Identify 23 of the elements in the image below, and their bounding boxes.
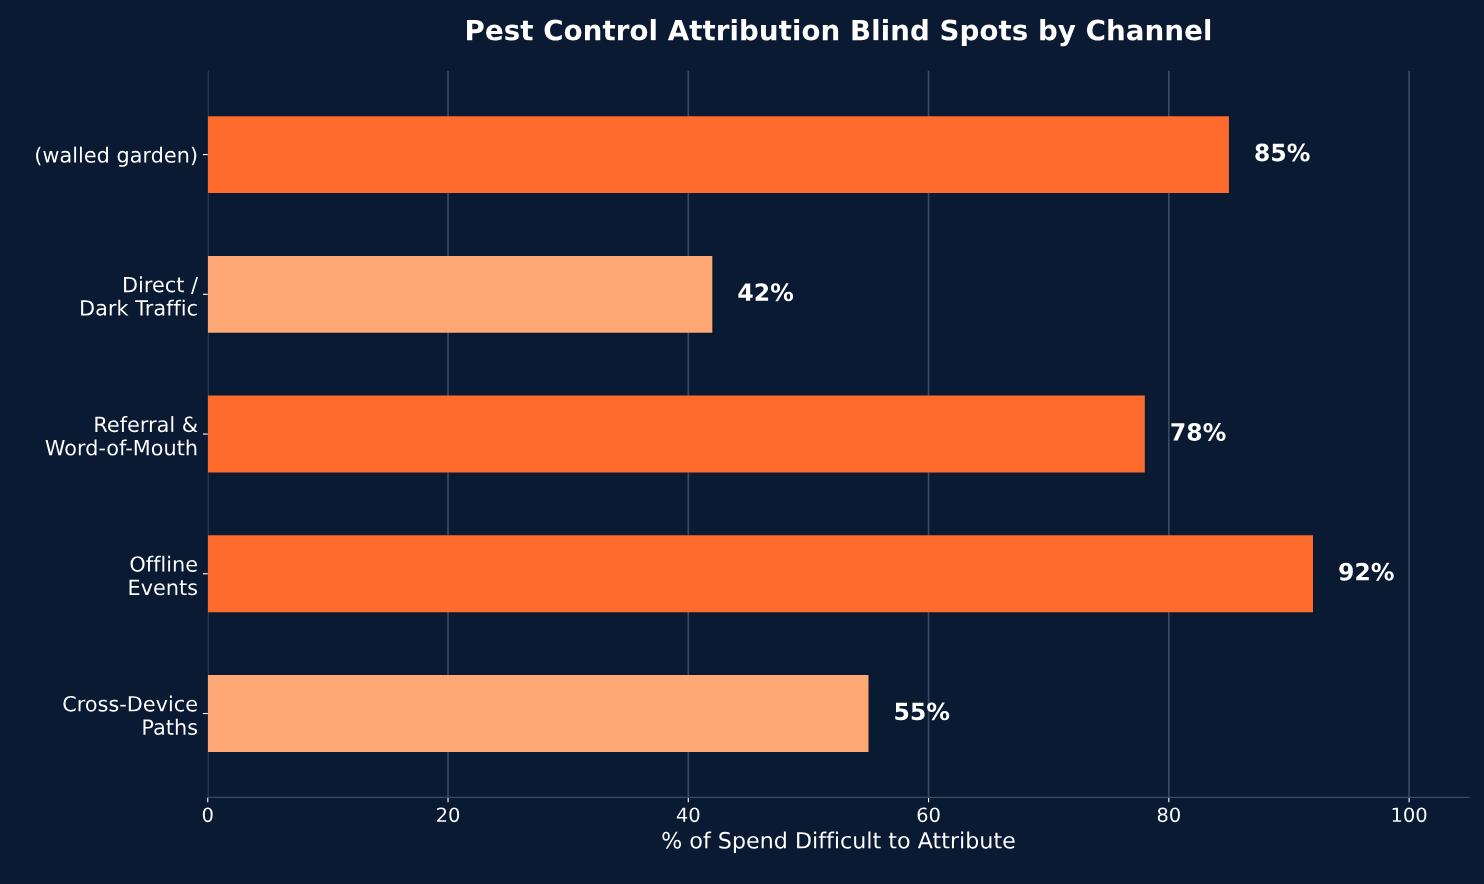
x-tick-label: 20 bbox=[437, 807, 460, 823]
x-tick-label: 0 bbox=[202, 807, 213, 823]
y-tick-label: Referral & Word-of-Mouth bbox=[45, 416, 198, 456]
data-label: 42% bbox=[738, 283, 794, 302]
data-label: 92% bbox=[1339, 562, 1394, 581]
x-tick-label: 60 bbox=[917, 807, 940, 823]
chart-title: Pest Control Attribution Blind Spots by Channel bbox=[467, 19, 1211, 47]
y-tick-label: Cross-Device Paths bbox=[63, 695, 198, 735]
y-tick-label: (walled garden) bbox=[36, 146, 197, 167]
x-tick-label: 40 bbox=[676, 807, 700, 823]
y-tick-label: Direct / Dark Traffic bbox=[81, 276, 199, 316]
bar bbox=[207, 395, 1145, 473]
x-axis-title: % of Spend Difficult to Attribute bbox=[662, 831, 1015, 853]
data-label: 78% bbox=[1171, 423, 1226, 441]
data-label: 85% bbox=[1255, 143, 1310, 162]
bar bbox=[207, 255, 713, 333]
x-tick-label: 100 bbox=[1392, 807, 1427, 823]
bar bbox=[207, 116, 1229, 193]
data-label: 55% bbox=[895, 702, 950, 721]
y-tick-label: Offline Events bbox=[129, 555, 198, 596]
x-tick-label: 80 bbox=[1157, 807, 1180, 823]
bar bbox=[207, 535, 1313, 613]
bar bbox=[207, 675, 869, 752]
